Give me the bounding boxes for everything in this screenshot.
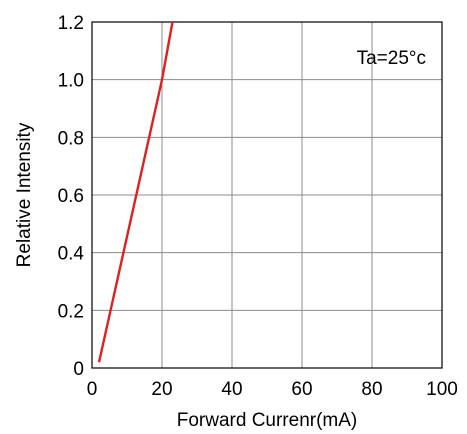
x-axis-label: Forward Currenr(mA) [177, 410, 358, 431]
y-tick-label: 0 [73, 359, 84, 380]
series-line [97, 21, 174, 363]
annotation: Ta=25°c [357, 48, 426, 69]
y-axis-label: Relative Intensity [14, 122, 35, 267]
series-layer [97, 21, 174, 363]
y-tick-label: 0.6 [58, 186, 84, 207]
y-tick-label: 1.0 [58, 71, 84, 92]
x-tick-labels: 0 20 40 60 80 100 [87, 379, 458, 400]
x-tick-label: 0 [87, 379, 98, 400]
x-tick-label: 80 [361, 379, 382, 400]
grid [91, 21, 443, 369]
y-tick-label: 0.2 [58, 301, 84, 322]
x-tick-label: 100 [426, 379, 458, 400]
y-tick-labels: 0 0.2 0.4 0.6 0.8 1.0 1.2 [58, 13, 85, 380]
plot-frame [91, 21, 443, 369]
y-tick-label: 0.8 [58, 128, 84, 149]
x-tick-label: 60 [291, 379, 312, 400]
y-tick-label: 0.4 [58, 244, 85, 265]
y-tick-label: 1.2 [58, 13, 84, 34]
x-tick-label: 40 [221, 379, 242, 400]
x-tick-label: 20 [151, 379, 172, 400]
